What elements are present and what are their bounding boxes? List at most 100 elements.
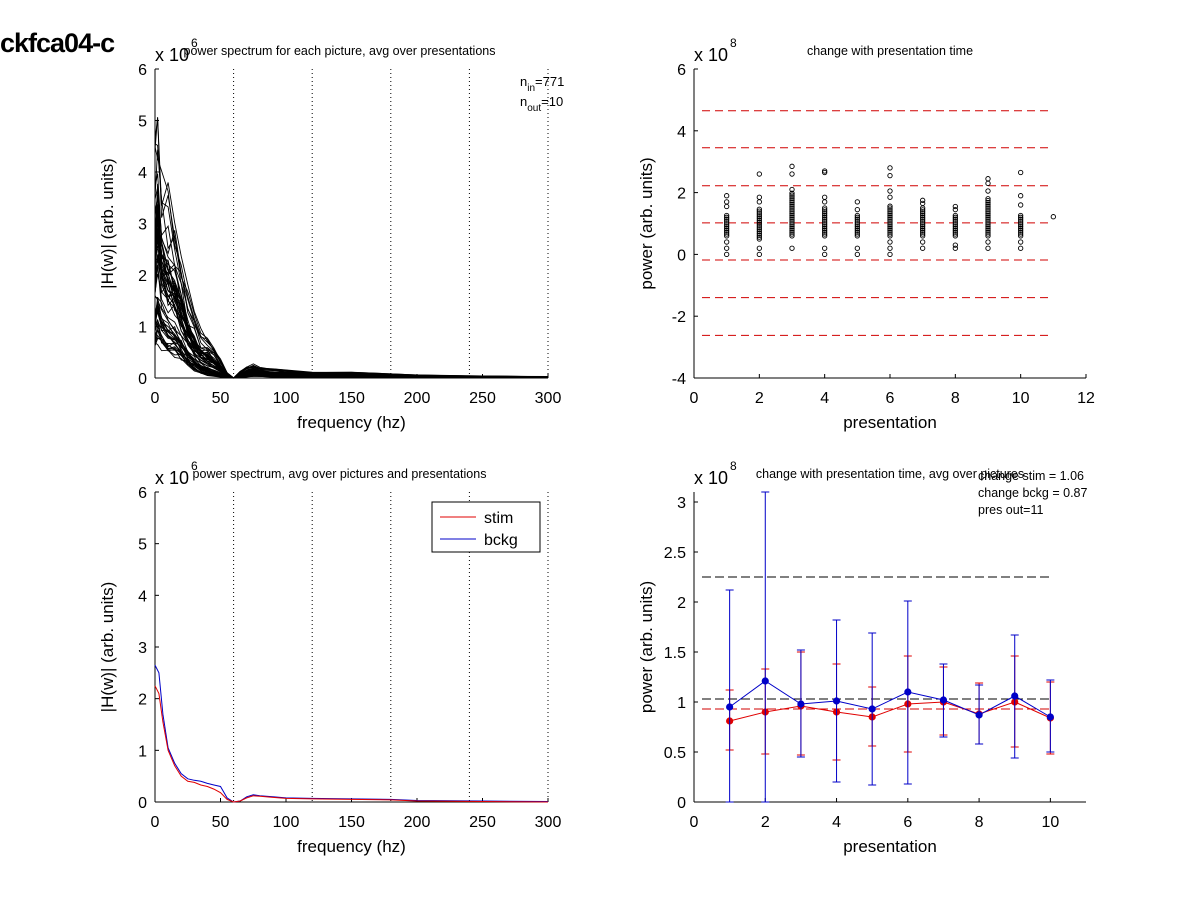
scatter-point <box>887 231 893 237</box>
y-tick-label: 2.5 <box>664 545 686 562</box>
scatter-point <box>756 228 762 235</box>
axis-exponent-power: 6 <box>191 459 198 473</box>
y-tick-label: 1 <box>138 320 147 337</box>
scatter-point <box>887 216 893 222</box>
scatter-point <box>887 188 893 194</box>
series-point-bckg <box>904 688 912 696</box>
scatter-point <box>985 201 991 207</box>
x-tick-label: 10 <box>1012 390 1030 407</box>
scatter-point <box>985 229 991 235</box>
scatter-point <box>952 218 958 224</box>
scatter-point <box>724 223 730 230</box>
scatter-point <box>822 169 828 176</box>
scatter-point <box>985 212 991 219</box>
scatter-point <box>789 220 795 226</box>
chart-panel-top-left: 0 50 100 150 200 250 300 0 1 2 3 4 5 6 frequency (hz) |… <box>98 36 564 432</box>
x-tick-label: 8 <box>975 814 984 831</box>
series-point-bckg <box>726 703 734 711</box>
y-tick-label: 2 <box>138 692 147 709</box>
scatter-point <box>1018 225 1024 232</box>
scatter-point <box>1018 223 1024 230</box>
spectrum-line <box>154 117 549 379</box>
y-tick-label: 2 <box>138 268 147 285</box>
scatter-point <box>920 210 926 217</box>
spectrum-line <box>154 234 549 379</box>
scatter-point <box>822 251 828 258</box>
scatter-point <box>789 171 795 177</box>
scatter-point <box>1018 233 1024 239</box>
y-tick-label: 2 <box>677 186 686 203</box>
scatter-point <box>887 214 893 220</box>
y-tick-label: 5 <box>138 114 147 131</box>
scatter-point <box>822 227 828 233</box>
scatter-point <box>789 212 795 219</box>
figure-title: ckfca04-c <box>0 28 115 58</box>
scatter-point <box>952 229 958 235</box>
annotation-n-in: nin=771 <box>520 74 564 94</box>
scatter-point <box>724 227 730 233</box>
scatter-point <box>985 205 991 211</box>
scatter-point <box>887 207 893 213</box>
spectrum-line <box>154 117 549 379</box>
scatter-point <box>854 225 860 232</box>
scatter-point <box>756 194 762 200</box>
scatter-point <box>920 200 926 207</box>
y-tick-label: 6 <box>138 62 147 79</box>
scatter-point <box>920 229 926 235</box>
scatter-point <box>920 218 926 224</box>
x-tick-label: 50 <box>212 814 230 831</box>
series-point-bckg <box>868 705 876 713</box>
x-tick-label: 8 <box>951 390 960 407</box>
scatter-point <box>1018 227 1024 233</box>
x-tick-label: 4 <box>820 390 829 407</box>
chart-title: power spectrum, avg over pictures and pr… <box>193 467 487 481</box>
scatter-point <box>756 212 762 218</box>
scatter-point <box>789 231 795 237</box>
scatter-point <box>952 245 958 251</box>
scatter-point <box>756 215 762 222</box>
x-axis-label: presentation <box>843 413 937 432</box>
scatter-point <box>854 220 860 226</box>
y-tick-label: 3 <box>138 640 147 657</box>
scatter-point <box>756 208 762 214</box>
scatter-point <box>920 220 926 226</box>
scatter-point <box>887 203 893 209</box>
scatter-point <box>822 218 828 224</box>
scatter-point <box>724 203 730 210</box>
scatter-point <box>789 222 795 228</box>
scatter-point <box>985 227 991 233</box>
scatter-point <box>854 227 860 233</box>
scatter-point <box>887 251 893 258</box>
scatter-point <box>756 210 762 216</box>
series-point-bckg <box>761 677 769 685</box>
x-axis-label: frequency (hz) <box>297 413 406 432</box>
scatter-point <box>822 233 828 239</box>
axis-exponent-label: x 10 <box>694 45 728 65</box>
x-tick-label: 10 <box>1041 814 1059 831</box>
scatter-point <box>724 229 730 235</box>
x-tick-label: 6 <box>886 390 895 407</box>
x-tick-label: 100 <box>273 814 300 831</box>
legend-label-stim: stim <box>484 510 513 527</box>
scatter-point <box>724 212 730 219</box>
scatter-point <box>887 222 893 228</box>
scatter-point <box>789 192 795 198</box>
scatter-point <box>822 205 828 211</box>
scatter-point <box>822 212 828 219</box>
spectrum-line <box>154 230 549 379</box>
chart-title: power spectrum for each picture, avg ove… <box>184 44 496 58</box>
y-tick-label: 0 <box>677 247 686 264</box>
scatter-point <box>920 207 926 213</box>
x-tick-label: 200 <box>404 390 431 407</box>
y-tick-label: 5 <box>138 537 147 554</box>
scatter-point <box>985 209 991 215</box>
scatter-point <box>854 245 860 251</box>
scatter-point <box>1018 193 1024 199</box>
scatter-point <box>887 165 893 171</box>
scatter-point <box>789 201 795 207</box>
scatter-point <box>789 203 795 209</box>
chart-title: change with presentation time <box>807 44 973 58</box>
scatter-point <box>789 196 795 202</box>
y-tick-label: 0 <box>677 795 686 812</box>
